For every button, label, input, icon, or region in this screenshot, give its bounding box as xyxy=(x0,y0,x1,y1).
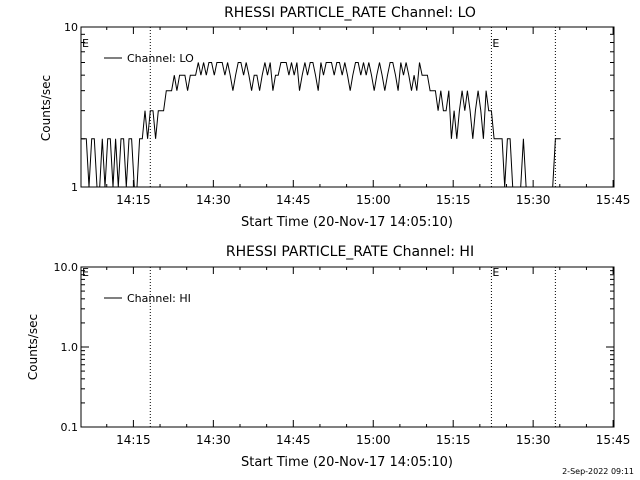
chart-lo-xtick-label: 15:15 xyxy=(436,193,471,207)
chart-lo-title: RHESSI PARTICLE_RATE Channel: LO xyxy=(224,5,476,21)
chart-lo-xtick-label: 14:45 xyxy=(276,193,311,207)
chart-hi-plot-area: 14:15 14:30 14:45 15:00 15:15 15:30 15:45 0.1 1.… xyxy=(54,261,631,447)
chart-hi-event-label: E xyxy=(492,266,499,279)
chart-hi-title: RHESSI PARTICLE_RATE Channel: HI xyxy=(226,244,474,260)
chart-hi-xtick-label: 14:30 xyxy=(196,433,231,447)
chart-hi-xlabel: Start Time (20-Nov-17 14:05:10) xyxy=(241,455,453,470)
chart-hi-xtick-label: 15:30 xyxy=(516,433,551,447)
chart-lo-xtick-label: 14:30 xyxy=(196,193,231,207)
chart-lo-axes-box xyxy=(80,26,615,188)
chart-lo-ytick-label: 1 xyxy=(71,181,78,194)
chart-hi-ytick-label: 10.0 xyxy=(54,261,79,274)
chart-hi-xtick-label: 14:15 xyxy=(116,433,151,447)
chart-hi: RHESSI PARTICLE_RATE Channel: HI 14:15 14… xyxy=(26,244,630,470)
chart-hi-xtick-label: 15:15 xyxy=(436,433,471,447)
chart-hi-ytick-label: 0.1 xyxy=(61,421,79,434)
chart-lo-event-label: E xyxy=(82,37,89,50)
chart-hi-ytick-label: 1.0 xyxy=(61,341,79,354)
chart-hi-legend: Channel: HI xyxy=(104,292,191,305)
chart-lo-xtick-label: 14:15 xyxy=(116,193,151,207)
chart-hi-xtick-label: 15:45 xyxy=(596,433,631,447)
chart-hi-xtick-label: 14:45 xyxy=(276,433,311,447)
chart-lo-ytick-label: 10 xyxy=(64,21,78,34)
footer-date: 2-Sep-2022 09:11 xyxy=(562,467,634,476)
chart-lo-plot-area: 14:15 14:30 14:45 15:00 15:15 15:30 15:45 1 10 E E xyxy=(64,21,630,207)
chart-lo-legend-label: Channel: LO xyxy=(127,52,194,65)
chart-hi-ylabel: Counts/sec xyxy=(26,314,40,380)
chart-hi-xtick-label: 15:00 xyxy=(356,433,391,447)
chart-lo: RHESSI PARTICLE_RATE Channel: LO 14:15 14… xyxy=(39,5,630,230)
chart-lo-xlabel: Start Time (20-Nov-17 14:05:10) xyxy=(241,215,453,230)
chart-lo-legend: Channel: LO xyxy=(104,52,194,65)
chart-lo-event-label: E xyxy=(492,37,499,50)
chart-hi-event-label: E xyxy=(82,266,89,279)
chart-lo-xtick-label: 15:45 xyxy=(596,193,631,207)
chart-lo-ylabel: Counts/sec xyxy=(39,75,53,141)
chart-lo-series-line xyxy=(81,62,561,187)
chart-lo-xtick-label: 15:30 xyxy=(516,193,551,207)
chart-lo-xtick-label: 15:00 xyxy=(356,193,391,207)
chart-hi-legend-label: Channel: HI xyxy=(127,292,191,305)
